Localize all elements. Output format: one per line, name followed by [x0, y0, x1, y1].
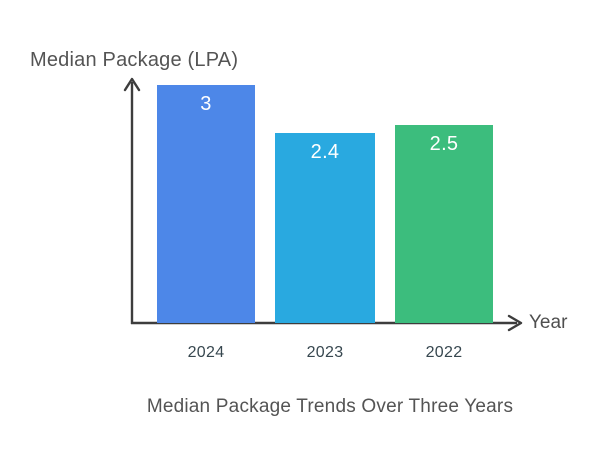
x-tick-label-2022: 2022 [425, 344, 463, 361]
y-axis-arrow-icon [123, 77, 141, 92]
bar-value-label: 2.5 [429, 133, 459, 155]
x-axis-arrow-icon [507, 314, 523, 332]
x-tick-label-2024: 2024 [187, 344, 225, 361]
y-axis-title: Median Package (LPA) [30, 49, 239, 71]
chart-title: Median Package Trends Over Three Years [146, 396, 514, 417]
x-axis-title: Year [529, 312, 568, 333]
bar-2023: 2.4 [275, 133, 375, 323]
bar-2022: 2.5 [395, 125, 493, 323]
bar-2024: 3 [157, 85, 255, 323]
bar-value-label: 2.4 [310, 141, 340, 163]
x-tick-label-2023: 2023 [306, 344, 344, 361]
bar-value-label: 3 [200, 93, 212, 115]
